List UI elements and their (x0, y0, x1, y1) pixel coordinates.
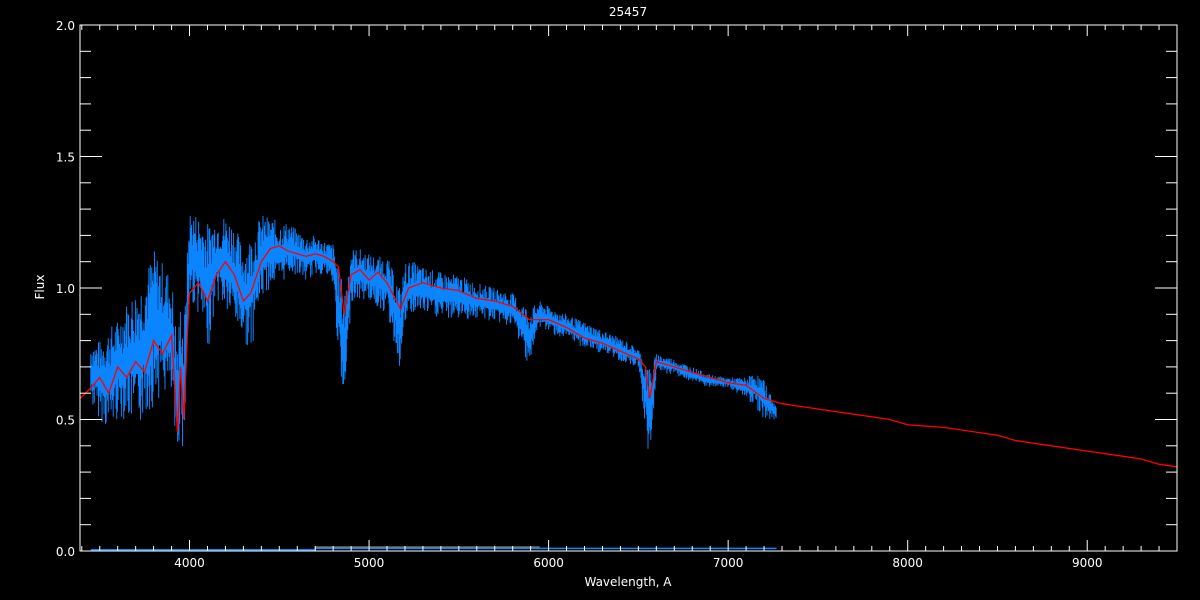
y-tick-label: 0.0 (56, 545, 75, 559)
x-tick-label: 7000 (713, 556, 744, 570)
series-layer (79, 215, 1178, 551)
x-axis-label: Wavelength, A (584, 575, 672, 589)
x-tick-label: 6000 (533, 556, 564, 570)
axes-layer: 4000 5000 6000 7000 8000 9000 0.0 0.5 1.0 1.5 2.0 (56, 19, 1178, 570)
x-tick-label: 5000 (354, 556, 385, 570)
chart-title: 25457 (609, 5, 647, 19)
x-tick-label: 8000 (892, 556, 923, 570)
y-tick-label: 1.0 (56, 282, 75, 296)
x-tick-label: 4000 (174, 556, 205, 570)
y-tick-label: 0.5 (56, 414, 75, 428)
model-spectrum-series (79, 245, 1178, 468)
y-tick-label: 2.0 (56, 19, 75, 33)
y-axis-label: Flux (33, 275, 47, 300)
error-spectrum-series (90, 547, 777, 551)
y-tick-label: 1.5 (56, 151, 75, 165)
x-tick-label: 9000 (1072, 556, 1103, 570)
observed-spectrum-series (90, 215, 777, 449)
